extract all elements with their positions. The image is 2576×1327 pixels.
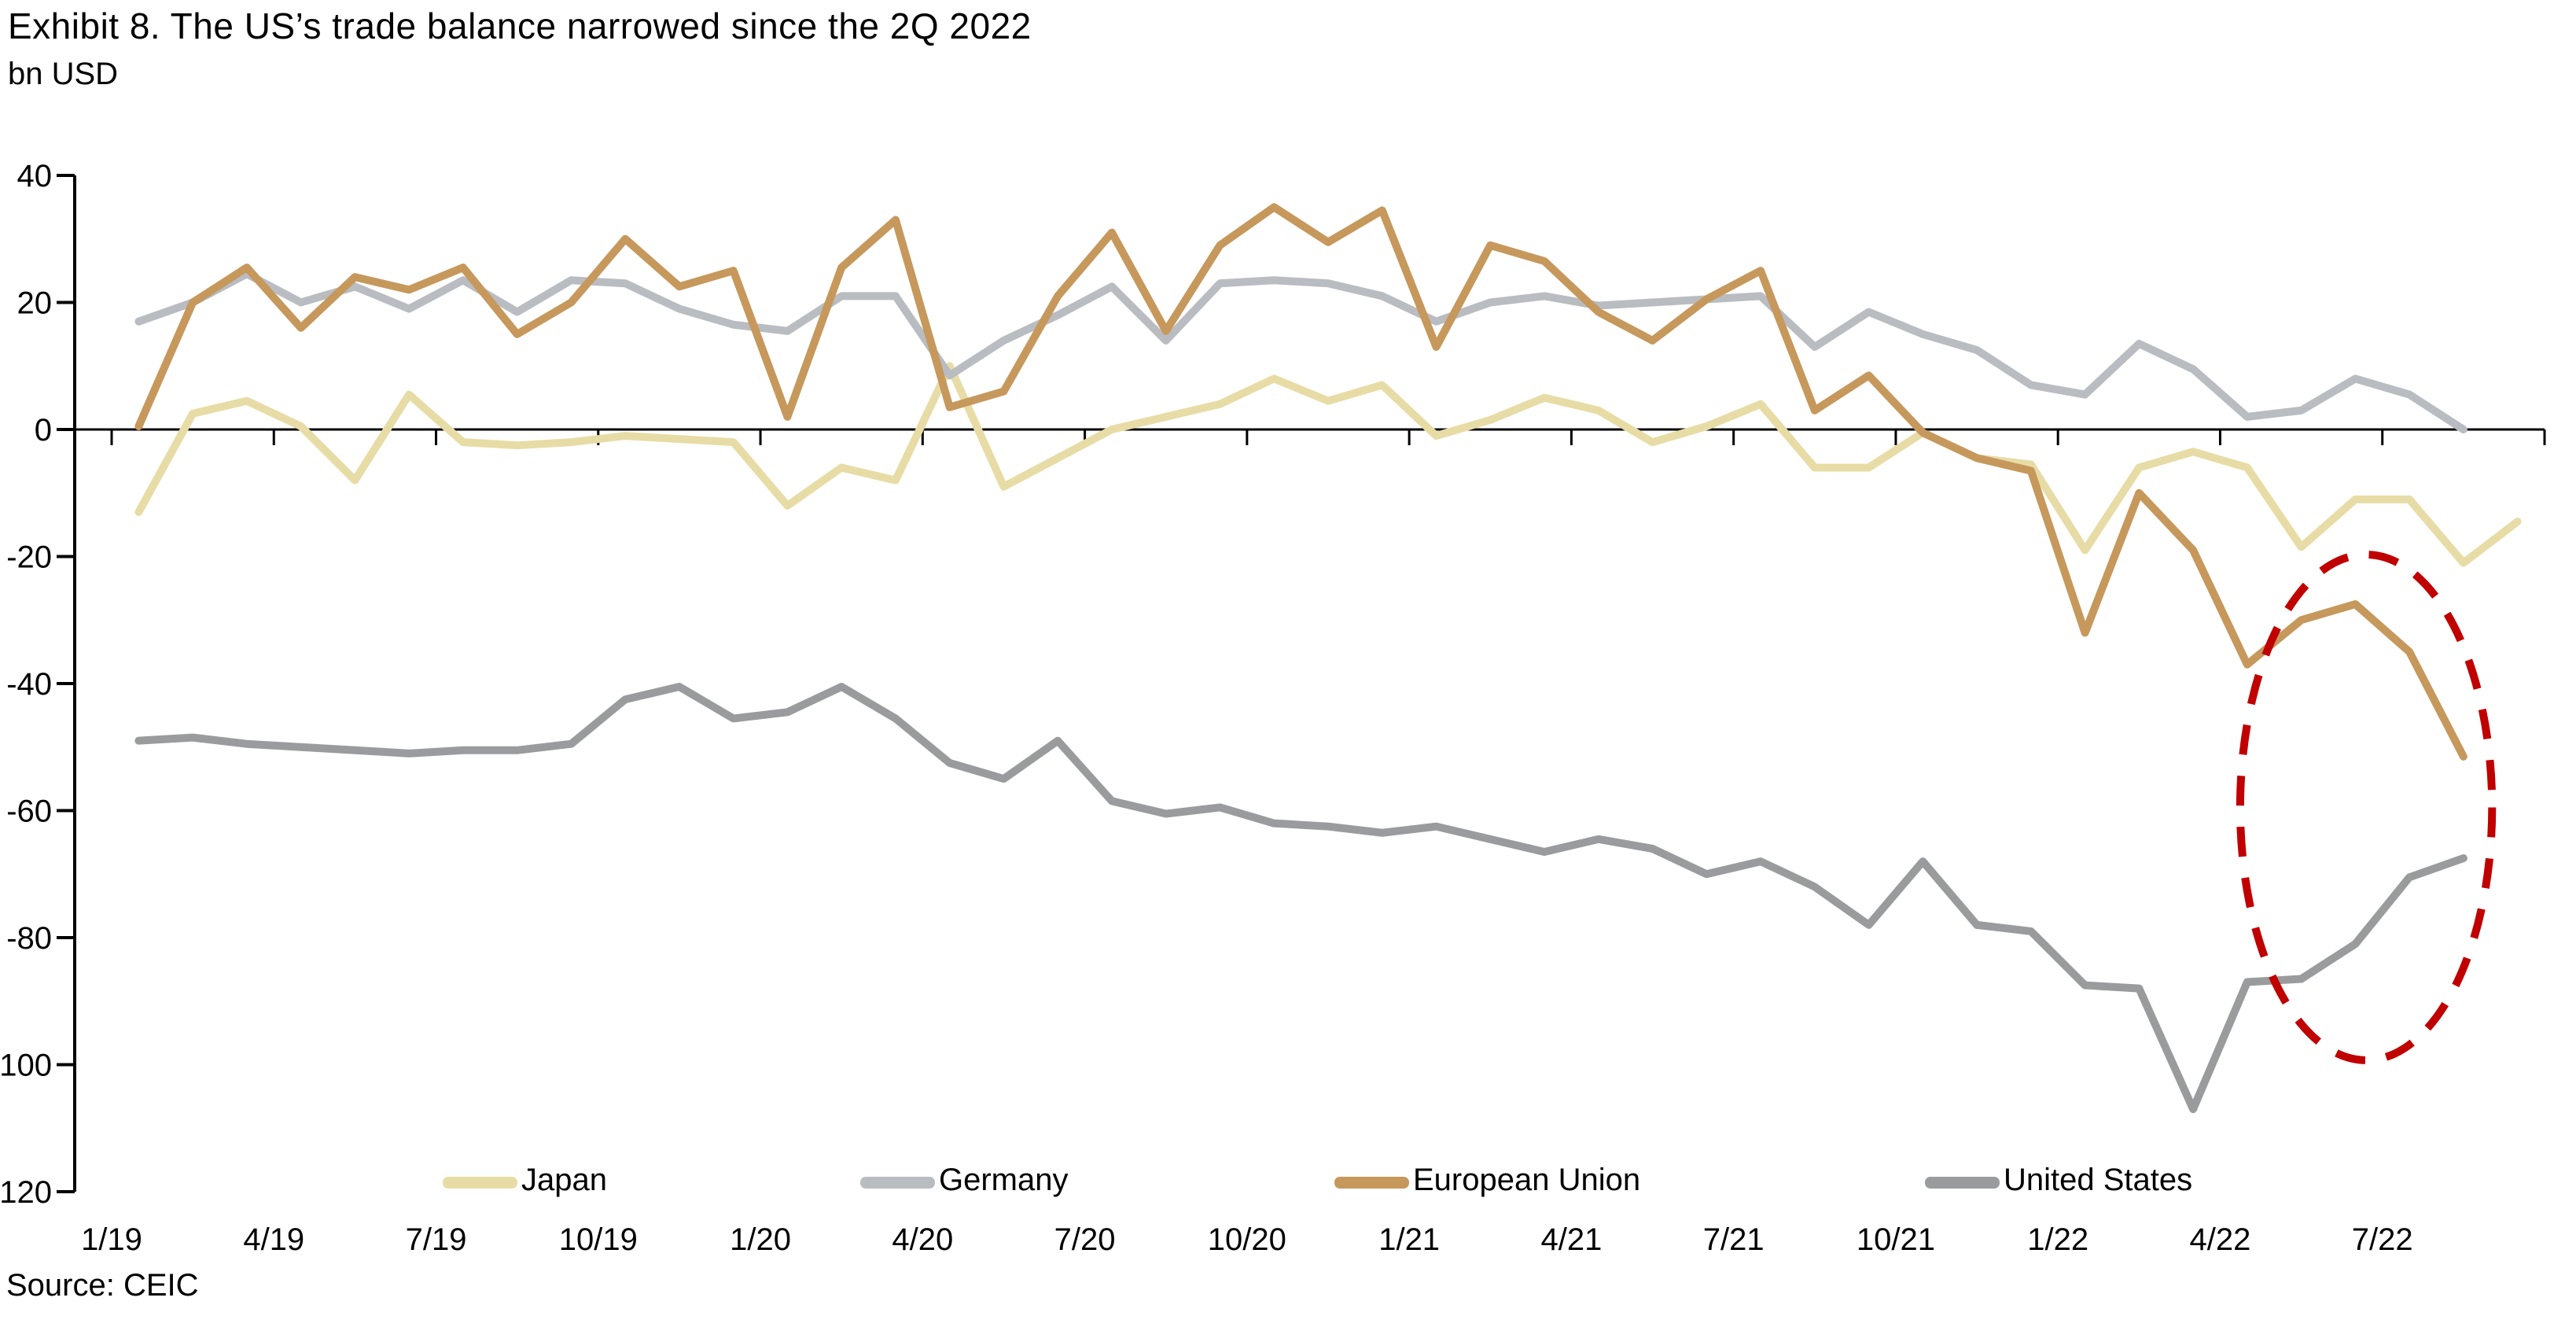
y-tick-label: -80 [6,921,52,956]
y-tick-label: 40 [17,159,53,194]
highlight-ellipse [2236,551,2497,1064]
source-note: Source: CEIC [6,1268,199,1303]
x-tick-label: 7/21 [1703,1222,1765,1257]
legend-swatch-germany [860,1177,935,1189]
x-tick-label: 10/21 [1857,1222,1935,1257]
legend-label-united-states: United States [2004,1163,2192,1197]
legend-label-european-union: European Union [1413,1163,1640,1197]
legend-label-germany: Germany [939,1163,1069,1197]
series-line-japan [134,362,2522,567]
x-tick-label: 7/19 [406,1222,467,1257]
x-tick-label: 10/20 [1208,1222,1286,1257]
legend-label-japan: Japan [521,1163,607,1197]
y-tick-label: -120 [0,1175,52,1210]
series-line-united-states [134,683,2467,1114]
series-line-germany [134,270,2467,433]
y-tick-label: -40 [6,667,52,702]
x-tick-label: 4/22 [2190,1222,2251,1257]
x-tick-label: 1/19 [81,1222,142,1257]
y-tick-label: -100 [0,1049,52,1083]
series-line-european-union [134,203,2467,761]
y-tick-label: 0 [35,413,52,448]
x-tick-label: 7/20 [1054,1222,1116,1257]
x-tick-label: 1/21 [1378,1222,1440,1257]
legend-swatch-united-states [1925,1177,2000,1189]
x-tick-label: 1/22 [2027,1222,2088,1257]
x-tick-label: 1/20 [730,1222,791,1257]
x-tick-label: 10/19 [559,1222,638,1257]
x-tick-label: 4/21 [1540,1222,1602,1257]
chart-units-label: bn USD [8,57,119,91]
legend-swatch-japan [443,1177,517,1189]
x-tick-label: 4/20 [892,1222,953,1257]
y-tick-label: -60 [6,794,52,829]
legend-swatch-european-union [1334,1177,1409,1189]
chart-title: Exhibit 8. The US’s trade balance narrow… [8,6,1032,46]
x-tick-label: 7/22 [2352,1222,2413,1257]
y-tick-label: 20 [17,286,53,321]
x-tick-label: 4/19 [243,1222,304,1257]
y-tick-label: -20 [6,540,52,575]
